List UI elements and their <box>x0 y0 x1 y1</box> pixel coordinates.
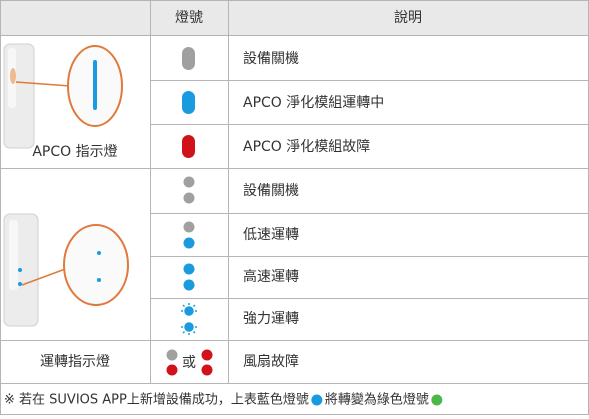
header-bg <box>0 0 589 35</box>
header-cell: 說明 <box>394 9 422 26</box>
description: 低速運轉 <box>243 227 299 243</box>
description: APCO 淨化模組故障 <box>243 139 370 155</box>
description: 設備關機 <box>243 183 299 199</box>
header-cell: 燈號 <box>175 10 203 26</box>
description: 高速運轉 <box>243 268 299 285</box>
run-device-image <box>3 213 129 327</box>
footnote: ※ 若在 SUVIOS APP上新增設備成功，上表藍色燈號 <box>4 392 309 408</box>
group-label: APCO 指示燈 <box>32 144 117 160</box>
indicator-icons <box>166 47 213 376</box>
description: 強力運轉 <box>243 311 299 327</box>
or-text: 或 <box>182 355 196 371</box>
blue-dot <box>311 394 323 406</box>
group-label: 運轉指示燈 <box>40 354 110 370</box>
footnote: 將轉變為綠色燈號 <box>325 392 429 408</box>
apco-device-image <box>3 43 123 149</box>
description: 風扇故障 <box>243 354 299 370</box>
description: APCO 淨化模組運轉中 <box>243 95 384 111</box>
green-dot <box>431 394 443 406</box>
description: 設備關機 <box>243 51 299 67</box>
